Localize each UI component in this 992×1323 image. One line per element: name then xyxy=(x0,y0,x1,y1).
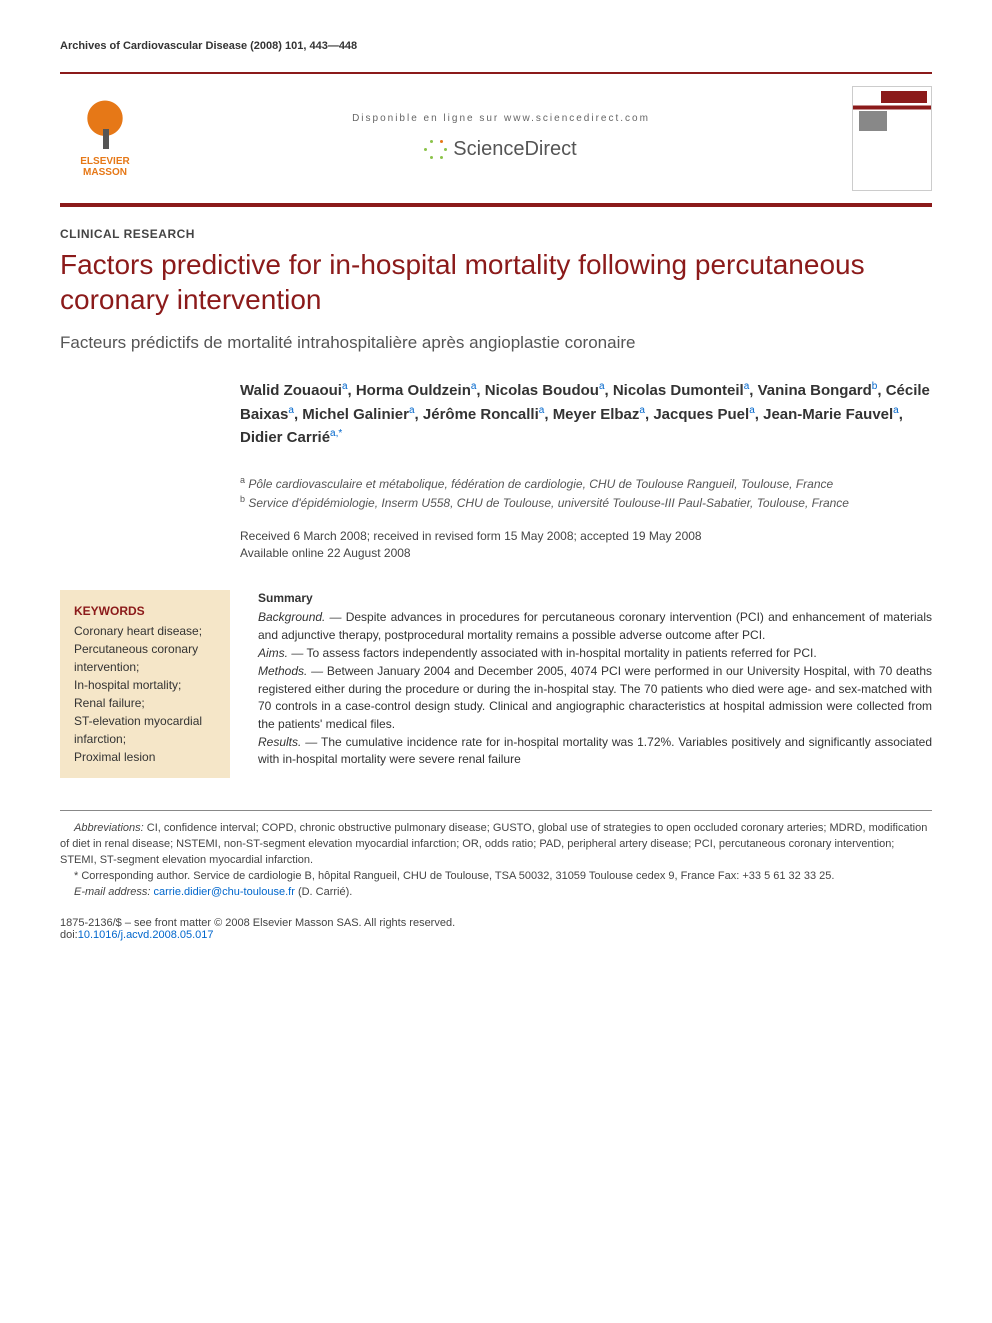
doi-link[interactable]: 10.1016/j.acvd.2008.05.017 xyxy=(78,929,214,941)
copyright-line: 1875-2136/$ – see front matter © 2008 El… xyxy=(60,917,932,929)
summary-background: Background. — Despite advances in proced… xyxy=(258,609,932,644)
publisher-logo: ELSEVIER MASSON xyxy=(60,99,150,178)
article-type-label: CLINICAL RESEARCH xyxy=(60,227,932,241)
article-subtitle: Facteurs prédictifs de mortalité intraho… xyxy=(60,333,932,353)
summary-aims: Aims. — To assess factors independently … xyxy=(258,645,932,662)
history-online: Available online 22 August 2008 xyxy=(240,545,932,562)
author: Michel Galiniera xyxy=(302,406,414,423)
journal-cover-thumbnail xyxy=(852,86,932,191)
banner-center: Disponible en ligne sur www.sciencedirec… xyxy=(150,113,852,164)
affiliations: a Pôle cardiovasculaire et métabolique, … xyxy=(240,474,932,513)
running-head: Archives of Cardiovascular Disease (2008… xyxy=(60,40,932,52)
sciencedirect-logo: ScienceDirect xyxy=(425,138,576,161)
email-link[interactable]: carrie.didier@chu-toulouse.fr xyxy=(153,886,294,898)
summary-heading: Summary xyxy=(258,590,932,607)
sciencedirect-burst-icon xyxy=(425,139,447,161)
summary-results: Results. — The cumulative incidence rate… xyxy=(258,734,932,769)
availability-line: Disponible en ligne sur www.sciencedirec… xyxy=(150,113,852,124)
author: Jean-Marie Fauvela xyxy=(763,406,899,423)
author: Jérôme Roncallia xyxy=(423,406,544,423)
keyword-item: In-hospital mortality; xyxy=(74,678,181,692)
author: Nicolas Dumonteila xyxy=(613,382,749,399)
abstract-summary: Summary Background. — Despite advances i… xyxy=(258,590,932,778)
abbreviations-note: Abbreviations: CI, confidence interval; … xyxy=(60,821,932,869)
keyword-item: ST-elevation myocardial infarction; xyxy=(74,714,202,746)
keywords-box: KEYWORDS Coronary heart disease; Percutan… xyxy=(60,590,230,778)
author: Jacques Puela xyxy=(653,406,754,423)
author: Horma Ouldzeina xyxy=(356,382,477,399)
author-list: Walid Zouaouia, Horma Ouldzeina, Nicolas… xyxy=(240,379,932,450)
sciencedirect-text: ScienceDirect xyxy=(453,138,576,161)
article-title: Factors predictive for in-hospital morta… xyxy=(60,247,932,317)
affiliation-a: a Pôle cardiovasculaire et métabolique, … xyxy=(240,474,932,493)
affiliation-b: b Service d'épidémiologie, Inserm U558, … xyxy=(240,493,932,512)
journal-banner: ELSEVIER MASSON Disponible en ligne sur … xyxy=(60,72,932,207)
keywords-heading: KEYWORDS xyxy=(74,602,216,620)
email-note: E-mail address: carrie.didier@chu-toulou… xyxy=(60,885,932,901)
author: Didier Carriéa,* xyxy=(240,429,342,446)
corresponding-author-note: * Corresponding author. Service de cardi… xyxy=(60,869,932,885)
keyword-item: Renal failure; xyxy=(74,696,145,710)
copyright-block: 1875-2136/$ – see front matter © 2008 El… xyxy=(60,917,932,941)
author: Vanina Bongardb xyxy=(758,382,878,399)
doi-line: doi:10.1016/j.acvd.2008.05.017 xyxy=(60,929,932,941)
author: Meyer Elbaza xyxy=(553,406,645,423)
history-received: Received 6 March 2008; received in revis… xyxy=(240,528,932,545)
elsevier-tree-icon xyxy=(80,99,130,154)
keyword-item: Proximal lesion xyxy=(74,750,155,764)
summary-methods: Methods. — Between January 2004 and Dece… xyxy=(258,663,932,733)
keyword-item: Coronary heart disease; xyxy=(74,624,202,638)
author: Nicolas Boudoua xyxy=(485,382,605,399)
author: Walid Zouaouia xyxy=(240,382,348,399)
footnotes: Abbreviations: CI, confidence interval; … xyxy=(60,810,932,901)
keyword-item: Percutaneous coronary intervention; xyxy=(74,642,198,674)
keywords-list: Coronary heart disease; Percutaneous coro… xyxy=(74,622,216,766)
article-history: Received 6 March 2008; received in revis… xyxy=(240,528,932,562)
publisher-name: ELSEVIER MASSON xyxy=(60,156,150,178)
